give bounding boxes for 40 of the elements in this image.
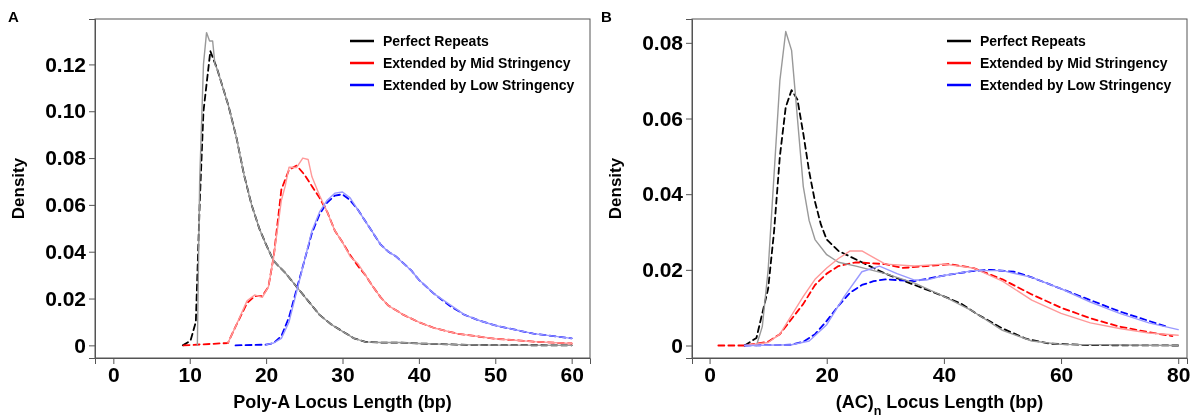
legend-label: Perfect Repeats bbox=[383, 33, 490, 49]
y-tick-label: 0.06 bbox=[642, 106, 683, 130]
line-series bbox=[755, 30, 1179, 347]
x-tick-label: 10 bbox=[178, 362, 202, 386]
x-tick-label: 40 bbox=[932, 362, 957, 386]
x-tick-label: 80 bbox=[1167, 362, 1191, 386]
x-tick-label: 60 bbox=[1049, 362, 1074, 386]
x-tick-label: 20 bbox=[815, 362, 839, 386]
legend-label: Extended by Mid Stringency bbox=[383, 55, 571, 71]
y-tick-label: 0.08 bbox=[45, 146, 87, 170]
y-tick-label: 0.10 bbox=[45, 99, 86, 123]
y-axis-title: Density bbox=[9, 157, 28, 220]
y-tick-label: 0.06 bbox=[45, 193, 86, 217]
y-tick-label: 0.02 bbox=[45, 286, 86, 310]
x-tick-label: 0 bbox=[704, 362, 716, 386]
legend-label: Extended by Low Stringency bbox=[383, 77, 575, 93]
y-tick-label: 0.04 bbox=[642, 182, 684, 206]
y-tick-label: 0.04 bbox=[45, 239, 87, 263]
x-axis-title: (AC)$_{n}$ Locus Length (bp) bbox=[835, 392, 1044, 416]
x-tick-label: 40 bbox=[407, 362, 432, 386]
x-tick-label: 50 bbox=[484, 362, 508, 386]
y-tick-label: 0 bbox=[671, 333, 683, 357]
x-axis-title: Poly-A Locus Length (bp) bbox=[233, 392, 452, 412]
line-series bbox=[227, 157, 573, 345]
y-tick-label: 0 bbox=[74, 333, 86, 357]
line-series bbox=[182, 164, 573, 347]
chart-title: B bbox=[601, 8, 612, 25]
chart-title: A bbox=[8, 8, 19, 25]
legend-label: Perfect Repeats bbox=[980, 33, 1087, 49]
y-axis-title: Density bbox=[606, 157, 625, 220]
x-tick-label: 30 bbox=[331, 362, 355, 386]
y-tick-label: 0.08 bbox=[642, 31, 684, 55]
y-tick-label: 0.12 bbox=[45, 52, 86, 76]
x-tick-label: 0 bbox=[107, 362, 120, 386]
line-series bbox=[744, 250, 1179, 347]
legend-label: Extended by Mid Stringency bbox=[980, 55, 1168, 71]
x-tick-label: 20 bbox=[254, 362, 279, 386]
legend-label: Extended by Low Stringency bbox=[980, 77, 1172, 93]
x-tick-label: 60 bbox=[560, 362, 584, 386]
y-tick-label: 0.02 bbox=[642, 258, 683, 282]
